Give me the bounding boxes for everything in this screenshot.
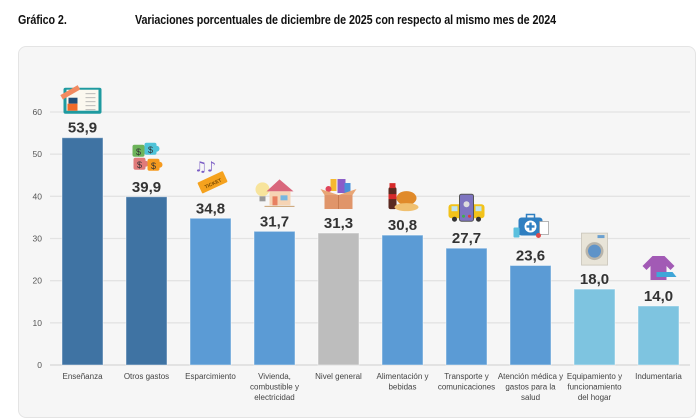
x-tick-label: Otros gastos <box>124 372 169 381</box>
value-label: 34,8 <box>196 200 225 217</box>
value-labels: 53,9 39,9 34,8 31,7 31,3 30,8 27,7 23,6 18,0 14,0 <box>68 120 673 305</box>
value-label: 18,0 <box>580 271 609 288</box>
y-tick-label: 0 <box>37 360 42 370</box>
x-tick-label: del hogar <box>578 393 612 402</box>
value-label: 30,8 <box>388 217 417 234</box>
food-drink-icon <box>388 183 419 212</box>
x-tick-label: Esparcimiento <box>185 372 236 381</box>
x-tick-label: salud <box>521 393 540 402</box>
x-tick-label: Nivel general <box>315 372 362 381</box>
category-icons: $ $ $ $ ♫♪TICKET <box>60 85 677 280</box>
x-tick-label: comunicaciones <box>438 383 495 392</box>
figure-number: Gráfico 2. <box>18 13 67 27</box>
y-tick-label: 40 <box>33 191 43 201</box>
x-tick-label: Enseñanza <box>62 372 103 381</box>
bar <box>125 196 168 366</box>
value-label: 27,7 <box>452 230 481 247</box>
y-axis-ticks: 0 10 20 30 40 50 60 <box>33 107 43 370</box>
y-tick-label: 10 <box>33 318 43 328</box>
bar <box>253 230 296 366</box>
svg-text:$: $ <box>151 161 156 171</box>
value-label: 23,6 <box>516 247 545 264</box>
bar <box>317 232 360 366</box>
house-lightbulb-icon <box>255 179 295 207</box>
x-tick-label: Vivienda, <box>258 372 291 381</box>
svg-text:$: $ <box>136 147 141 157</box>
bar <box>189 217 232 366</box>
book-pencil-icon <box>60 85 102 114</box>
x-axis-labels: Enseñanza Otros gastos Esparcimiento Vivien… <box>62 372 682 402</box>
bar <box>637 305 680 366</box>
washing-machine-icon <box>581 232 608 266</box>
bar <box>61 137 104 366</box>
value-label: 53,9 <box>68 120 97 137</box>
medical-kit-icon <box>513 213 549 238</box>
puzzle-money-icon: $ $ $ $ <box>132 142 163 171</box>
y-tick-label: 30 <box>33 234 43 244</box>
x-tick-label: Equipamiento y <box>567 372 622 381</box>
x-tick-label: Atención médica y <box>498 372 563 381</box>
svg-text:$: $ <box>148 145 153 155</box>
clothing-shoe-icon <box>642 255 677 280</box>
x-tick-label: bebidas <box>388 383 416 392</box>
value-label: 31,7 <box>260 213 289 230</box>
value-label: 14,0 <box>644 288 673 305</box>
bar <box>573 288 616 366</box>
y-tick-label: 20 <box>33 276 43 286</box>
y-tick-label: 50 <box>33 149 43 159</box>
x-tick-label: electricidad <box>254 393 294 402</box>
chart-title: Variaciones porcentuales de diciembre de… <box>135 13 557 27</box>
bar <box>509 264 552 366</box>
bus-phone-icon <box>448 193 485 222</box>
bar <box>445 247 488 366</box>
x-tick-label: Transporte y <box>444 372 489 381</box>
value-label: 31,3 <box>324 215 353 232</box>
music-ticket-icon: ♫♪TICKET <box>195 159 228 194</box>
x-tick-label: combustible y <box>250 383 299 392</box>
x-tick-label: gastos para la <box>505 383 556 392</box>
grocery-box-icon <box>320 179 357 210</box>
bars <box>61 137 680 366</box>
x-tick-label: funcionamiento <box>567 383 622 392</box>
svg-text:♫♪: ♫♪ <box>195 159 217 175</box>
value-label: 39,9 <box>132 179 161 196</box>
svg-text:$: $ <box>137 160 142 170</box>
x-tick-label: Indumentaria <box>635 372 682 381</box>
x-tick-label: Alimentación y <box>376 372 428 381</box>
y-tick-label: 60 <box>33 107 43 117</box>
bar <box>381 234 424 366</box>
